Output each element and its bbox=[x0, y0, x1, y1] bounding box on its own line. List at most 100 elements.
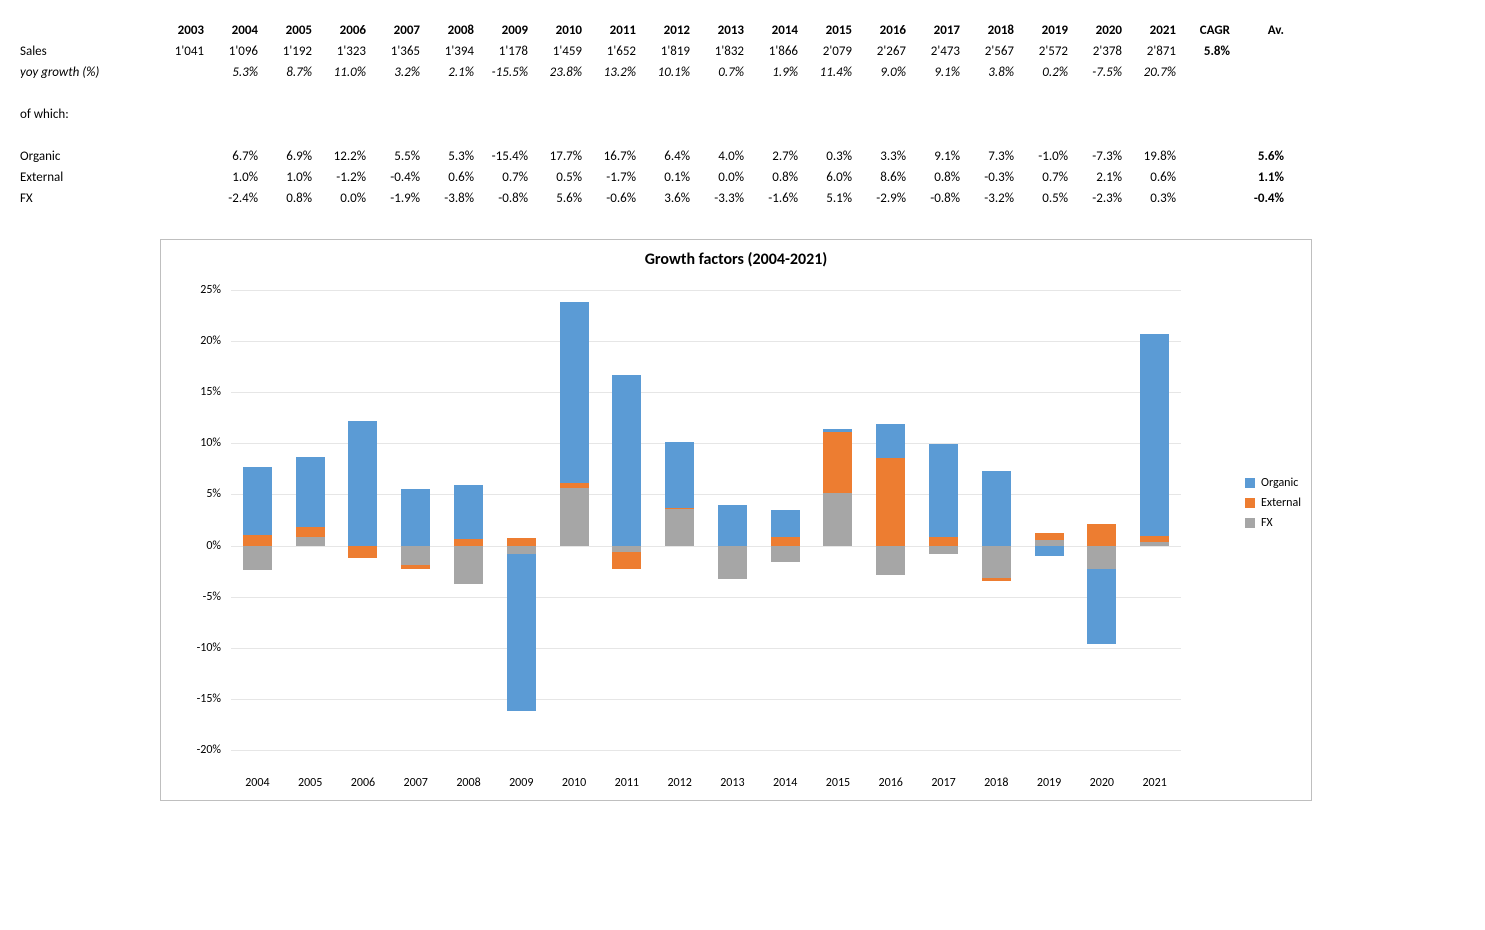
table-cell: 1'819 bbox=[641, 41, 695, 62]
bar-segment bbox=[454, 485, 483, 539]
x-axis-label: 2005 bbox=[298, 776, 322, 790]
year-header: 2018 bbox=[965, 20, 1019, 41]
bar-segment bbox=[1035, 546, 1064, 556]
table-cell: 0.7% bbox=[1019, 167, 1073, 188]
x-axis-label: 2017 bbox=[931, 776, 955, 790]
table-header-row: 2003200420052006200720082009201020112012… bbox=[20, 20, 1289, 41]
table-cell: 3.3% bbox=[857, 146, 911, 167]
table-cell: 0.8% bbox=[749, 167, 803, 188]
bar-segment bbox=[929, 537, 958, 545]
legend-item: Organic bbox=[1245, 476, 1301, 490]
bar-segment bbox=[823, 429, 852, 432]
bar-segment bbox=[296, 527, 325, 537]
bar-segment bbox=[718, 546, 747, 580]
y-axis-label: 25% bbox=[161, 283, 221, 297]
x-axis-label: 2010 bbox=[562, 776, 586, 790]
bar-segment bbox=[243, 467, 272, 535]
row-label: yoy growth (%) bbox=[20, 62, 155, 83]
table-cell: 0.1% bbox=[641, 167, 695, 188]
year-header: 2020 bbox=[1073, 20, 1127, 41]
table-cell: 1'178 bbox=[479, 41, 533, 62]
chart-plot-area bbox=[231, 290, 1181, 751]
bar-group bbox=[1035, 290, 1064, 750]
row-label: External bbox=[20, 167, 155, 188]
table-cell: 17.7% bbox=[533, 146, 587, 167]
bar-group bbox=[296, 290, 325, 750]
bar-segment bbox=[454, 539, 483, 545]
year-header: 2006 bbox=[317, 20, 371, 41]
bar-segment bbox=[876, 546, 905, 576]
bar-segment bbox=[823, 432, 852, 493]
y-axis-label: 10% bbox=[161, 436, 221, 450]
bar-segment bbox=[982, 578, 1011, 581]
y-axis-label: -15% bbox=[161, 692, 221, 706]
bar-segment bbox=[665, 508, 694, 509]
bar-segment bbox=[823, 493, 852, 545]
table-cell bbox=[155, 146, 209, 167]
table-cell: -0.6% bbox=[587, 188, 641, 209]
cagr-cell bbox=[1181, 167, 1235, 188]
table-cell: 1.0% bbox=[263, 167, 317, 188]
bar-segment bbox=[560, 302, 589, 483]
y-axis-label: -10% bbox=[161, 641, 221, 655]
legend-swatch bbox=[1245, 518, 1255, 528]
table-cell: 2'267 bbox=[857, 41, 911, 62]
table-cell: 3.8% bbox=[965, 62, 1019, 83]
bar-segment bbox=[1035, 533, 1064, 540]
year-header: 2008 bbox=[425, 20, 479, 41]
bar-segment bbox=[612, 552, 641, 569]
table-cell: 1.0% bbox=[209, 167, 263, 188]
bar-group bbox=[718, 290, 747, 750]
table-cell: 5.3% bbox=[209, 62, 263, 83]
bar-group bbox=[823, 290, 852, 750]
bar-segment bbox=[454, 546, 483, 585]
chart-box: Growth factors (2004-2021) OrganicExtern… bbox=[160, 239, 1312, 801]
bar-segment bbox=[1140, 334, 1169, 536]
bar-segment bbox=[401, 546, 430, 565]
table-cell: 13.2% bbox=[587, 62, 641, 83]
table-cell: 23.8% bbox=[533, 62, 587, 83]
av-cell bbox=[1235, 41, 1289, 62]
bar-segment bbox=[876, 424, 905, 458]
legend-swatch bbox=[1245, 498, 1255, 508]
table-cell: 1'394 bbox=[425, 41, 479, 62]
table-cell: 3.6% bbox=[641, 188, 695, 209]
av-cell: 5.6% bbox=[1235, 146, 1289, 167]
table-cell: 9.0% bbox=[857, 62, 911, 83]
table-cell: 2'572 bbox=[1019, 41, 1073, 62]
year-header: 2007 bbox=[371, 20, 425, 41]
table-cell: -2.9% bbox=[857, 188, 911, 209]
bar-segment bbox=[296, 457, 325, 528]
table-cell: 1'041 bbox=[155, 41, 209, 62]
table-cell: -2.3% bbox=[1073, 188, 1127, 209]
av-cell: -0.4% bbox=[1235, 188, 1289, 209]
av-cell: 1.1% bbox=[1235, 167, 1289, 188]
gridline bbox=[231, 750, 1181, 751]
bar-segment bbox=[929, 546, 958, 554]
table-cell: -0.8% bbox=[911, 188, 965, 209]
bar-segment bbox=[507, 554, 536, 711]
year-header: 2003 bbox=[155, 20, 209, 41]
x-axis-label: 2011 bbox=[615, 776, 639, 790]
table-cell: 0.8% bbox=[263, 188, 317, 209]
table-cell: -1.0% bbox=[1019, 146, 1073, 167]
av-cell bbox=[1235, 62, 1289, 83]
table-cell: -15.4% bbox=[479, 146, 533, 167]
table-cell: 0.7% bbox=[479, 167, 533, 188]
chart-title: Growth factors (2004-2021) bbox=[161, 250, 1311, 269]
bar-segment bbox=[665, 509, 694, 546]
table-cell: -1.7% bbox=[587, 167, 641, 188]
table-cell: 0.6% bbox=[1127, 167, 1181, 188]
table-cell: -0.3% bbox=[965, 167, 1019, 188]
table-cell: 9.1% bbox=[911, 146, 965, 167]
legend-item: FX bbox=[1245, 516, 1301, 530]
table-cell: 0.6% bbox=[425, 167, 479, 188]
bar-group bbox=[1087, 290, 1116, 750]
table-cell: 1'652 bbox=[587, 41, 641, 62]
bar-segment bbox=[560, 483, 589, 488]
table-cell: 19.8% bbox=[1127, 146, 1181, 167]
bar-group bbox=[507, 290, 536, 750]
bar-segment bbox=[771, 510, 800, 538]
bar-segment bbox=[771, 537, 800, 545]
year-header: 2012 bbox=[641, 20, 695, 41]
